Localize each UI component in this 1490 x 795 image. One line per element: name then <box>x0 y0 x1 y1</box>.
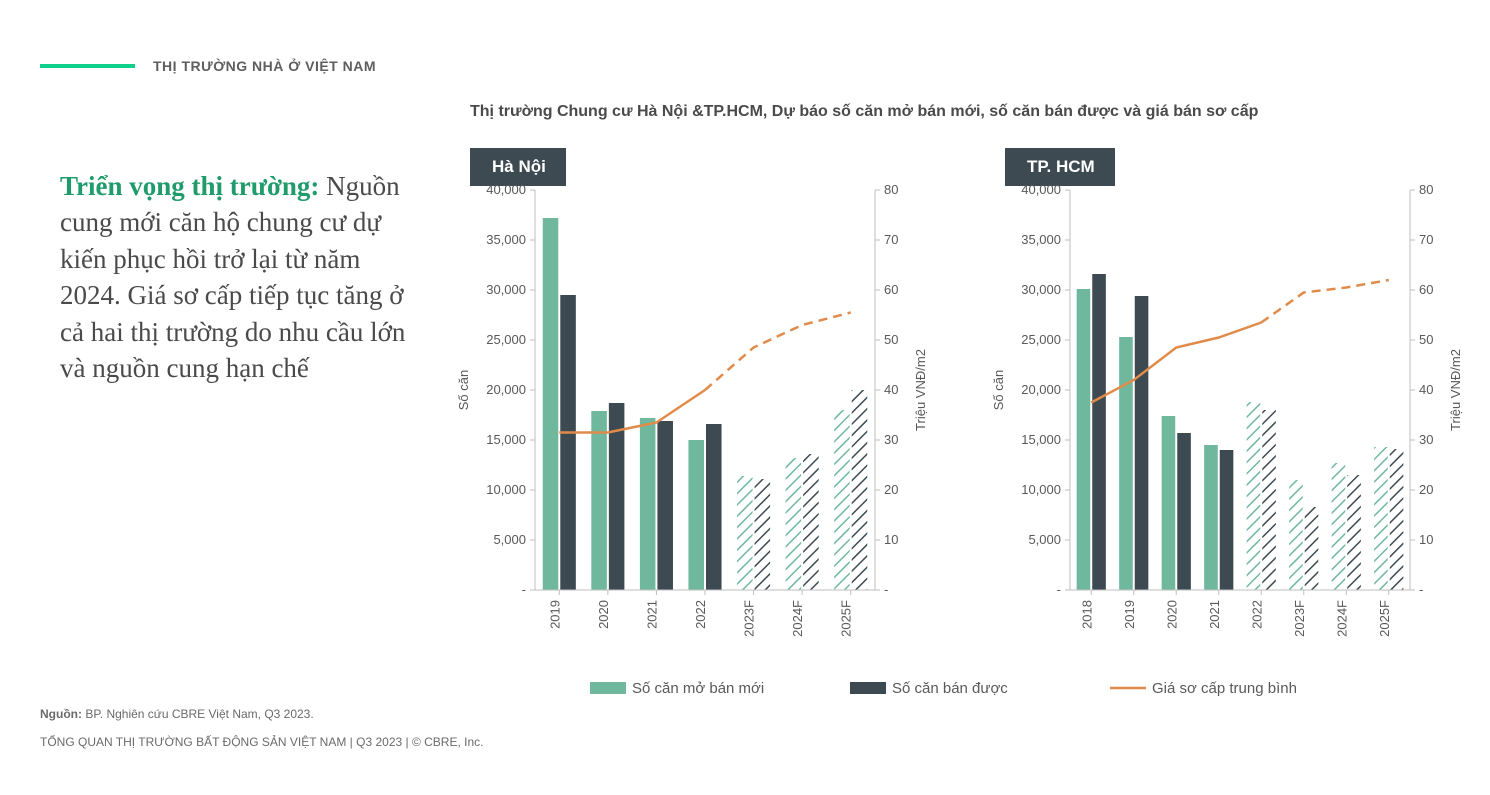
svg-text:-: - <box>522 582 526 597</box>
svg-text:30: 30 <box>884 432 898 447</box>
header-title: THỊ TRƯỜNG NHÀ Ở VIỆT NAM <box>153 58 376 74</box>
svg-text:2023F: 2023F <box>1292 600 1307 637</box>
svg-text:30: 30 <box>1419 432 1433 447</box>
chart-hanoi: - 5,000 10,000 15,000 20,000 25,000 30,000 35,0… <box>450 180 940 660</box>
svg-text:25,000: 25,000 <box>1021 332 1061 347</box>
svg-text:20: 20 <box>884 482 898 497</box>
svg-text:40,000: 40,000 <box>1021 182 1061 197</box>
svg-text:Số căn bán được: Số căn bán được <box>892 680 1008 697</box>
svg-text:50: 50 <box>1419 332 1433 347</box>
svg-text:80: 80 <box>884 182 898 197</box>
svg-text:60: 60 <box>1419 282 1433 297</box>
svg-text:20: 20 <box>1419 482 1433 497</box>
svg-text:2025F: 2025F <box>839 600 854 637</box>
side-body: Nguồn cung mới căn hộ chung cư dự kiến p… <box>60 171 405 383</box>
svg-text:35,000: 35,000 <box>1021 232 1061 247</box>
svg-text:Giá sơ cấp trung bình: Giá sơ cấp trung bình <box>1152 680 1297 697</box>
svg-text:2025F: 2025F <box>1377 600 1392 637</box>
svg-text:20,000: 20,000 <box>1021 382 1061 397</box>
svg-text:2024F: 2024F <box>1334 600 1349 637</box>
svg-text:10,000: 10,000 <box>1021 482 1061 497</box>
svg-text:2021: 2021 <box>644 600 659 629</box>
svg-text:10: 10 <box>1419 532 1433 547</box>
chart-main-title: Thị trường Chung cư Hà Nội &TP.HCM, Dự b… <box>470 103 1258 121</box>
svg-text:10: 10 <box>884 532 898 547</box>
svg-text:Triệu VNĐ/m2: Triệu VNĐ/m2 <box>913 349 928 431</box>
svg-text:70: 70 <box>884 232 898 247</box>
svg-text:30,000: 30,000 <box>1021 282 1061 297</box>
svg-text:40,000: 40,000 <box>486 182 526 197</box>
svg-text:40: 40 <box>1419 382 1433 397</box>
chart-legend: Số căn mở bán mới Số căn bán được Giá sơ c… <box>590 675 1470 715</box>
svg-text:40: 40 <box>884 382 898 397</box>
svg-text:20,000: 20,000 <box>486 382 526 397</box>
svg-text:10,000: 10,000 <box>486 482 526 497</box>
chart-hcm: - 5,000 10,000 15,000 20,000 25,000 30,000 35,0… <box>985 180 1475 660</box>
source-prefix: Nguồn: <box>40 707 82 721</box>
svg-text:2024F: 2024F <box>790 600 805 637</box>
svg-text:2022: 2022 <box>1249 600 1264 629</box>
svg-text:Số căn mở bán mới: Số căn mở bán mới <box>632 680 764 697</box>
footer-text: TỔNG QUAN THỊ TRƯỜNG BẤT ĐỘNG SẢN VIỆT N… <box>40 735 483 749</box>
svg-text:35,000: 35,000 <box>486 232 526 247</box>
svg-text:25,000: 25,000 <box>486 332 526 347</box>
svg-text:2020: 2020 <box>1164 600 1179 629</box>
side-commentary: Triển vọng thị trường: Nguồn cung mới că… <box>60 168 420 387</box>
header-accent-line <box>40 64 135 68</box>
svg-text:-: - <box>884 582 888 597</box>
svg-text:50: 50 <box>884 332 898 347</box>
svg-text:Số căn: Số căn <box>991 370 1006 410</box>
svg-text:Triệu VNĐ/m2: Triệu VNĐ/m2 <box>1448 349 1463 431</box>
svg-text:5,000: 5,000 <box>1028 532 1061 547</box>
svg-text:2021: 2021 <box>1207 600 1222 629</box>
svg-text:2022: 2022 <box>693 600 708 629</box>
svg-text:-: - <box>1419 582 1423 597</box>
svg-text:80: 80 <box>1419 182 1433 197</box>
slide-header: THỊ TRƯỜNG NHÀ Ở VIỆT NAM <box>40 58 376 74</box>
svg-text:2018: 2018 <box>1079 600 1094 629</box>
svg-text:15,000: 15,000 <box>486 432 526 447</box>
svg-text:2023F: 2023F <box>742 600 757 637</box>
svg-text:2019: 2019 <box>1122 600 1137 629</box>
svg-text:70: 70 <box>1419 232 1433 247</box>
svg-text:5,000: 5,000 <box>493 532 526 547</box>
source-citation: Nguồn: BP. Nghiên cứu CBRE Việt Nam, Q3 … <box>40 707 314 721</box>
svg-text:60: 60 <box>884 282 898 297</box>
side-title: Triển vọng thị trường: <box>60 171 319 201</box>
svg-text:Số căn: Số căn <box>456 370 471 410</box>
source-text: BP. Nghiên cứu CBRE Việt Nam, Q3 2023. <box>82 707 314 721</box>
svg-text:-: - <box>1057 582 1061 597</box>
svg-text:2020: 2020 <box>596 600 611 629</box>
svg-text:15,000: 15,000 <box>1021 432 1061 447</box>
svg-text:2019: 2019 <box>547 600 562 629</box>
svg-text:30,000: 30,000 <box>486 282 526 297</box>
